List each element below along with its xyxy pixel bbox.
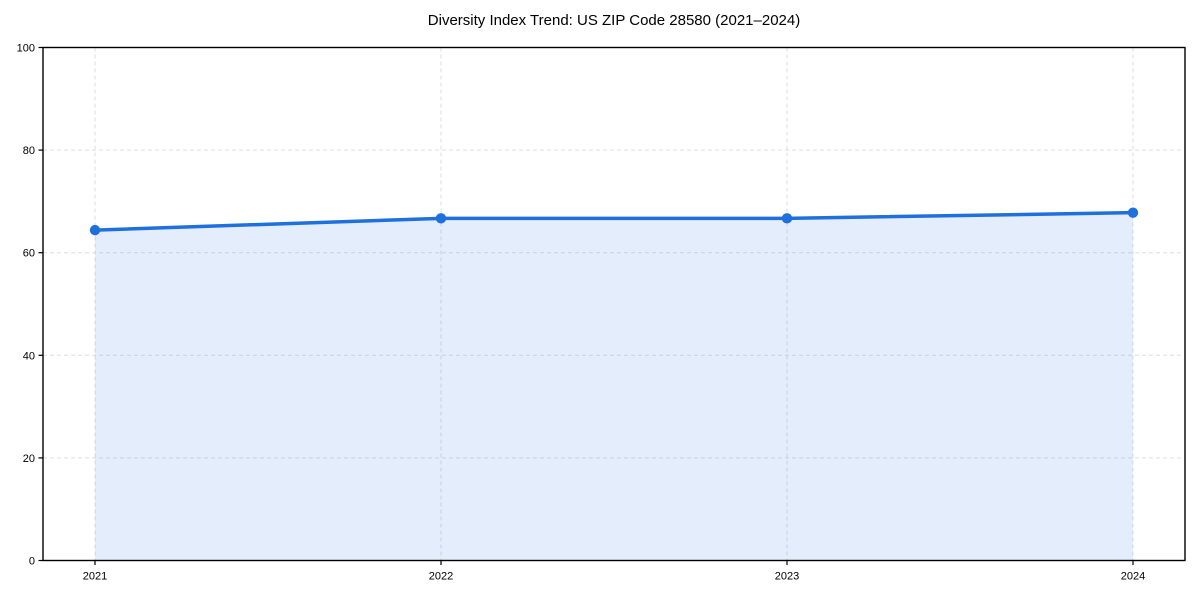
x-tick-label: 2023	[775, 571, 799, 583]
x-tick-label: 2024	[1121, 571, 1145, 583]
y-tick-label: 40	[23, 350, 35, 362]
data-point-marker	[435, 213, 447, 224]
y-tick-label: 100	[17, 43, 35, 55]
data-point-marker	[781, 213, 793, 224]
data-point-marker	[89, 224, 101, 236]
trend-line	[93, 210, 1135, 232]
data-point-marker	[1127, 207, 1139, 218]
y-tick-label: 0	[29, 556, 35, 568]
y-tick-label: 60	[23, 248, 35, 260]
y-tick-label: 20	[23, 453, 35, 465]
y-tick-label: 80	[23, 145, 35, 157]
plot-spines	[42, 46, 1186, 562]
x-tick-label: 2022	[429, 571, 453, 583]
area-fill	[95, 212, 1133, 561]
x-tick-label: 2021	[83, 571, 107, 583]
chart-title: Diversity Index Trend: US ZIP Code 28580…	[427, 12, 801, 29]
